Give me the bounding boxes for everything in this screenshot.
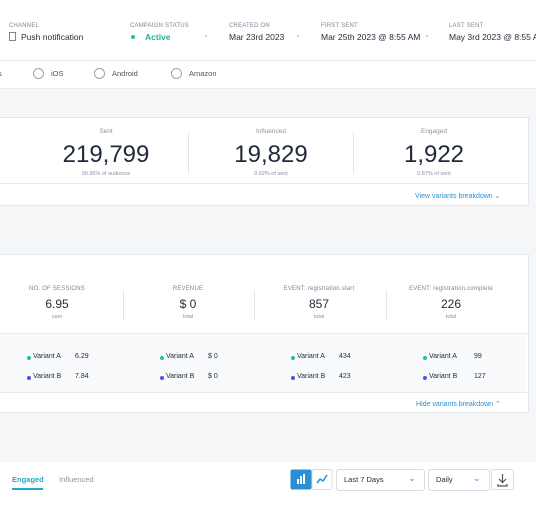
metric-label: REVENUE (172, 286, 204, 292)
metric-note: total (445, 314, 457, 320)
link[interactable]: View variants breakdown ⌄ (415, 193, 501, 200)
variant-name: Variant B (33, 373, 62, 380)
status-dot (131, 35, 135, 39)
separator (297, 35, 299, 37)
link-text[interactable]: View variants breakdown (415, 193, 493, 200)
stat-note: 9.02% of sent (254, 171, 288, 177)
metric-note: total (182, 314, 194, 320)
variant-dot (27, 376, 31, 380)
platform-bar (0, 61, 536, 89)
variant-dot (160, 356, 164, 360)
chevron: ⌄ (408, 473, 416, 483)
divider (386, 290, 387, 320)
variant-dot (160, 376, 164, 380)
summary-card (0, 117, 529, 206)
metric-label: EVENT: registration.complete (409, 286, 493, 292)
dropdown[interactable] (428, 469, 490, 491)
variant-name: Variant B (166, 373, 195, 380)
field-label: FIRST SENT (321, 23, 358, 29)
platform[interactable]: Amazon (189, 69, 217, 78)
variant-dot (291, 376, 295, 380)
metric-label: NO. OF SESSIONS (28, 286, 86, 292)
divider (123, 290, 124, 320)
platform[interactable]: iOS (51, 69, 64, 78)
variant-dot (291, 356, 295, 360)
chevron: ⌄ (473, 473, 481, 483)
field-value: Active (145, 32, 171, 42)
stat-value: 1,922 (403, 141, 465, 168)
variant-name: Variant A (33, 353, 61, 360)
variant-dot (27, 356, 31, 360)
dropdown-value[interactable]: Daily (436, 475, 453, 484)
rule (0, 183, 527, 184)
metric-value: 6.95 (45, 297, 69, 311)
variant-dot (423, 376, 427, 380)
divider (188, 132, 189, 174)
variant-dot (423, 356, 427, 360)
metric-value: $ 0 (179, 297, 197, 311)
variant-value: $ 0 (208, 353, 218, 360)
field-value: Mar 23rd 2023 (229, 32, 285, 42)
link-text[interactable]: Hide variants breakdown (416, 401, 494, 408)
variant-value: 7.84 (75, 373, 89, 380)
field-label: CREATED ON (229, 23, 270, 29)
stat-value: 19,829 (234, 141, 308, 168)
variant-value: 127 (474, 373, 486, 380)
metric-value: 857 (308, 297, 330, 311)
metric-value: 226 (440, 297, 462, 311)
metric-note: total (313, 314, 325, 320)
variant-name: Variant A (297, 353, 325, 360)
field-label: CHANNEL (9, 23, 40, 29)
variant-name: Variant B (297, 373, 326, 380)
stat-label: Influenced (256, 128, 286, 135)
variant-name: Variant B (429, 373, 458, 380)
radio[interactable] (33, 68, 44, 79)
divider (254, 290, 255, 320)
stat-value: 219,799 (62, 141, 150, 168)
platform[interactable]: s (0, 69, 2, 78)
platform[interactable]: Android (112, 69, 138, 78)
tab[interactable]: Engaged (12, 475, 44, 484)
download-button[interactable] (491, 469, 514, 490)
chart-type-toggle[interactable] (290, 469, 333, 490)
variant-value: 99 (474, 353, 482, 360)
stat-label: Sent (99, 128, 113, 135)
field-value: Push notification (21, 32, 84, 42)
separator (205, 35, 207, 37)
variant-value: 6.29 (75, 353, 89, 360)
icon (9, 32, 16, 41)
header (0, 0, 536, 61)
dropdown-value[interactable]: Last 7 Days (344, 475, 384, 484)
field-value: Mar 25th 2023 @ 8:55 AM (321, 32, 421, 42)
stat-label: Engaged (420, 128, 448, 135)
tab-underline (12, 488, 43, 490)
divider (353, 132, 354, 174)
metric-label: EVENT: registration.start (283, 286, 355, 292)
variant-value: 423 (339, 373, 351, 380)
field-value: May 3rd 2023 @ 8:55 AM (449, 32, 536, 42)
metric-note: user (51, 314, 63, 320)
stat-note: 0.87% of sent (417, 171, 451, 177)
radio[interactable] (171, 68, 182, 79)
field-label: CAMPAIGN STATUS (130, 23, 190, 29)
radio[interactable] (94, 68, 105, 79)
dropdown[interactable] (336, 469, 425, 491)
link[interactable]: Hide variants breakdown ⌃ (416, 401, 501, 408)
separator (426, 35, 428, 37)
field-label: LAST SENT (449, 23, 484, 29)
tab[interactable]: Influenced (59, 475, 94, 484)
variants-panel (0, 333, 527, 393)
variant-value: $ 0 (208, 373, 218, 380)
variant-value: 434 (339, 353, 351, 360)
stat-note: 99.95% of audience (81, 171, 131, 177)
variant-name: Variant A (429, 353, 457, 360)
variant-name: Variant A (166, 353, 194, 360)
